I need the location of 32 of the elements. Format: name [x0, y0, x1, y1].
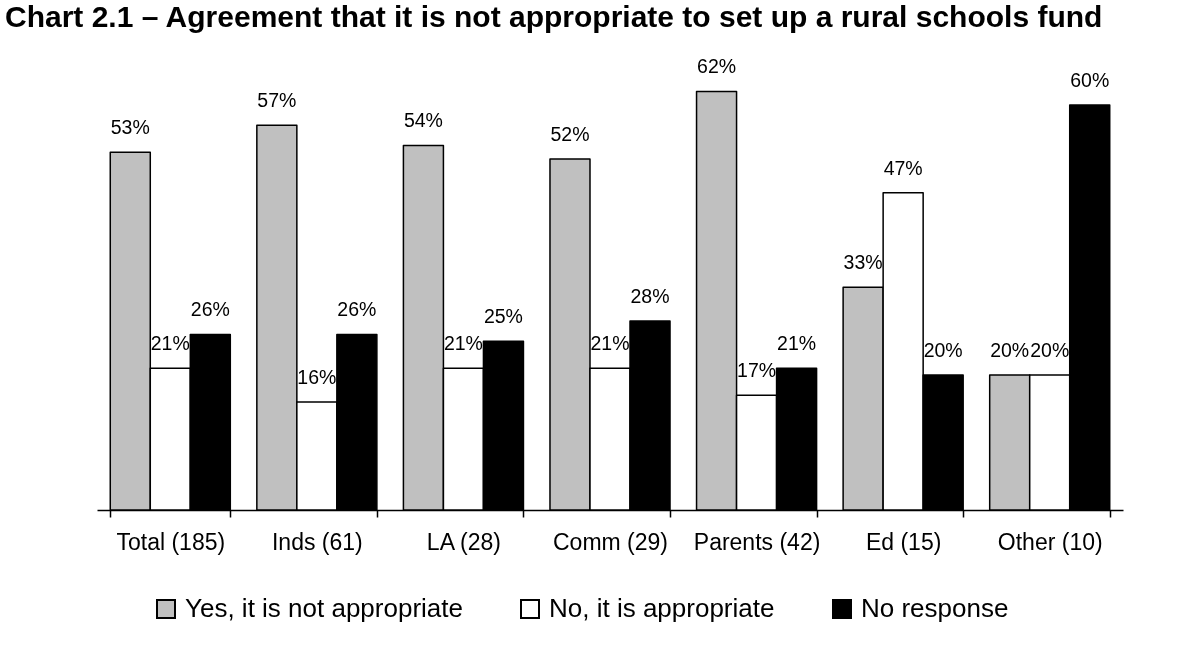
x-tick-label: Comm (29) [552, 528, 669, 555]
x-tick-label: LA (28) [426, 528, 502, 555]
legend-label: Yes, it is not appropriate [185, 593, 463, 623]
data-label: 33% [843, 251, 883, 274]
data-label: 53% [110, 116, 150, 139]
data-label: 28% [630, 284, 670, 307]
data-label: 60% [1070, 68, 1110, 91]
data-label: 62% [697, 55, 737, 78]
chart-title: Chart 2.1 – Agreement that it is not appropriate to set up a rural schools fund [5, 0, 1103, 33]
data-label: 26% [337, 298, 377, 321]
data-label: 57% [257, 89, 297, 112]
data-label: 52% [550, 122, 590, 145]
data-label: 47% [883, 156, 923, 179]
legend-label: No, it is appropriate [549, 593, 775, 623]
x-tick-label: Total (185) [116, 528, 226, 555]
x-tick-label: Parents (42) [693, 528, 821, 555]
data-label: 16% [297, 365, 337, 388]
legend-label: No response [861, 593, 1009, 623]
data-label: 21% [150, 332, 190, 355]
data-label: 54% [403, 109, 443, 132]
data-label: 20% [990, 338, 1030, 361]
x-tick-label: Ed (15) [865, 528, 942, 555]
data-label: 21% [590, 332, 630, 355]
data-label: 20% [923, 338, 963, 361]
data-label: 20% [1030, 338, 1070, 361]
data-label: 26% [190, 298, 230, 321]
x-tick-label: Inds (61) [271, 528, 363, 555]
data-label: 25% [483, 305, 523, 328]
data-label: 21% [777, 332, 817, 355]
x-tick-label: Other (10) [997, 528, 1103, 555]
data-label: 21% [443, 332, 483, 355]
data-label: 17% [737, 359, 777, 382]
